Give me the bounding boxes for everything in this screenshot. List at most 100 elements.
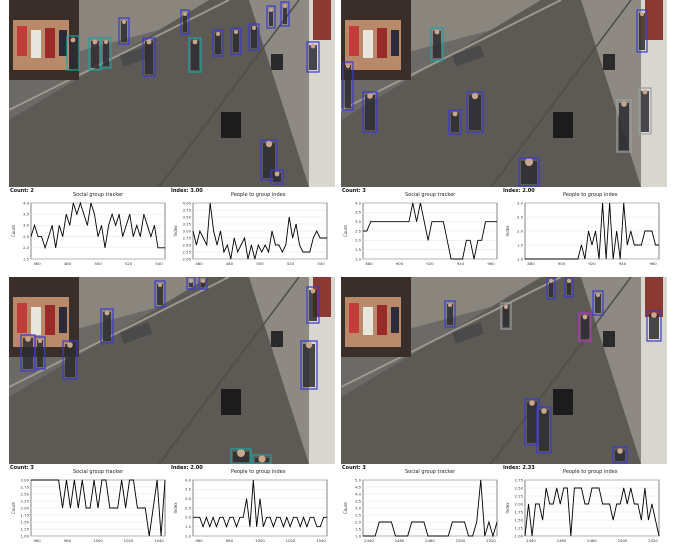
y-tick-label: 3.0	[23, 223, 30, 228]
data-point	[202, 526, 204, 527]
index-label: Index: 3.00	[171, 188, 203, 194]
data-point	[48, 236, 49, 237]
x-tick-label: 2440	[364, 538, 374, 543]
y-tick-label: 1.25	[21, 526, 30, 531]
data-point	[481, 240, 482, 241]
data-point	[549, 258, 550, 260]
data-point	[570, 535, 572, 537]
data-point	[577, 258, 579, 260]
data-point	[261, 251, 262, 253]
data-point	[623, 487, 624, 489]
data-point	[485, 221, 486, 222]
data-point	[306, 526, 308, 527]
person-bounding-box	[180, 9, 190, 35]
data-point	[90, 202, 92, 204]
chart-area: Count: 3 Index: 2.00 Social group tracke…	[9, 464, 335, 548]
data-point	[199, 230, 201, 232]
data-point	[83, 213, 85, 215]
data-point	[584, 503, 586, 505]
person-bounding-box	[306, 41, 320, 73]
data-point	[528, 503, 529, 505]
social-tracker-title: Social group tracker	[73, 469, 124, 475]
data-point	[415, 521, 417, 523]
data-point	[591, 244, 593, 246]
data-point	[452, 521, 453, 523]
data-point	[283, 526, 284, 527]
person-bounding-box	[466, 91, 484, 133]
data-point	[94, 213, 95, 215]
data-point	[161, 247, 162, 249]
data-point	[320, 526, 321, 527]
data-point	[524, 535, 526, 537]
data-point	[591, 487, 593, 489]
data-point	[115, 225, 116, 226]
data-point	[212, 517, 214, 518]
data-point	[145, 507, 146, 509]
y-tick-label: 1.5	[355, 526, 362, 531]
y-axis-label: Count	[11, 502, 16, 514]
data-point	[655, 519, 656, 521]
x-tick-label: 880	[527, 261, 535, 266]
person-bounding-box	[66, 35, 80, 71]
data-point	[370, 535, 372, 537]
x-tick-label: 460	[195, 261, 203, 266]
data-point	[644, 487, 646, 489]
data-point	[51, 225, 53, 226]
data-point	[125, 225, 127, 226]
data-point	[192, 230, 194, 232]
data-point	[644, 230, 646, 232]
data-point	[121, 479, 122, 481]
data-point	[55, 247, 56, 249]
data-point	[563, 258, 565, 260]
data-point	[223, 251, 225, 253]
camera-frame	[341, 0, 667, 187]
x-tick-label: 880	[365, 261, 373, 266]
index-label: Index: 2.00	[503, 188, 535, 194]
data-point	[206, 517, 207, 518]
group-index-title: People to group index	[231, 469, 286, 475]
data-point	[458, 258, 459, 260]
data-point	[387, 521, 388, 523]
data-point	[69, 225, 71, 226]
data-point	[524, 258, 526, 260]
x-tick-label: 520	[125, 261, 133, 266]
data-point	[612, 258, 614, 260]
data-point	[439, 535, 441, 537]
data-point	[46, 479, 48, 481]
data-point	[313, 237, 314, 239]
social-tracker-chart: 1.0 1.5 2.0 2.5 3.0 3.5 4.0 880 900 920 940 960 Coun…	[343, 200, 498, 266]
data-point	[236, 526, 237, 527]
person-bounding-box	[646, 310, 662, 342]
data-point	[496, 521, 498, 523]
data-point	[634, 244, 635, 246]
data-point	[196, 517, 197, 518]
data-point	[556, 487, 557, 489]
data-point	[209, 202, 211, 204]
data-point	[136, 225, 138, 226]
chart-area: Count: 3 Index: 2.33 Social group tracke…	[341, 464, 667, 548]
data-point	[411, 521, 412, 523]
person-bounding-box	[500, 302, 512, 330]
person-bounding-box	[230, 27, 242, 55]
data-point	[464, 521, 465, 523]
count-label: Count: 3	[10, 465, 34, 471]
x-tick-label: 500	[256, 261, 264, 266]
data-point	[147, 225, 148, 226]
person-bounding-box	[280, 1, 290, 27]
data-point	[443, 535, 445, 537]
data-point	[598, 487, 600, 489]
data-point	[249, 526, 251, 527]
data-point	[641, 244, 642, 246]
data-point	[254, 258, 256, 260]
data-point	[374, 221, 375, 222]
group-index-chart: 1.0 1.5 2.0 2.5 3.0 3.5 4.0 960 980 1000 1020 1040 I…	[173, 477, 328, 543]
data-point	[263, 526, 264, 527]
x-tick-label: 2500	[456, 538, 466, 543]
data-point	[609, 202, 610, 204]
data-point	[30, 479, 32, 481]
x-tick-label: 900	[396, 261, 404, 266]
data-point	[605, 258, 607, 260]
data-point	[538, 258, 540, 260]
data-point	[276, 517, 277, 518]
data-point	[407, 535, 408, 537]
